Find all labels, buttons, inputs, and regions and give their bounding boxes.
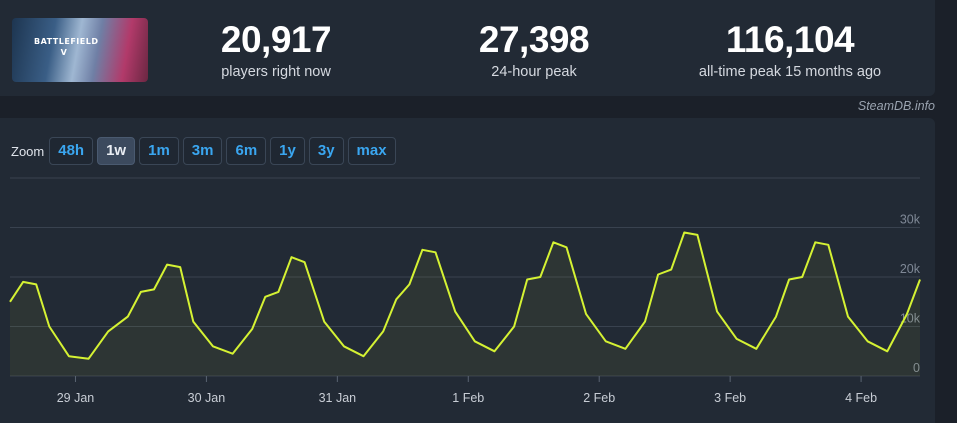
game-banner-image[interactable]: BATTLEFIELD V <box>12 18 148 82</box>
zoom-bar: Zoom 48h 1w 1m 3m 6m 1y 3y max <box>11 137 400 165</box>
all-time-peak-label: all-time peak 15 months ago <box>698 64 882 80</box>
x-tick-label: 29 Jan <box>57 391 95 405</box>
zoom-1w-button[interactable]: 1w <box>97 137 136 165</box>
all-time-peak-value: 116,104 <box>725 19 855 60</box>
y-tick-label: 30k <box>900 213 921 227</box>
y-tick-label: 20k <box>900 262 921 276</box>
player-count-chart: 0 10k 20k 30k 29 Jan 30 Jan 31 Jan 1 Feb 2 Feb 3 … <box>9 177 921 405</box>
series-area <box>10 232 920 376</box>
zoom-48h-button[interactable]: 48h <box>49 137 94 165</box>
x-tick-label: 1 Feb <box>452 391 484 405</box>
zoom-1y-button[interactable]: 1y <box>270 137 305 165</box>
x-tick-label: 2 Feb <box>583 391 615 405</box>
x-tick-label: 3 Feb <box>714 391 746 405</box>
players-now-label: players right now <box>221 64 331 80</box>
players-now-value: 20,917 <box>220 19 332 60</box>
x-tick-label: 31 Jan <box>319 391 357 405</box>
zoom-3m-button[interactable]: 3m <box>182 137 223 165</box>
peak-24h-label: 24-hour peak <box>491 64 577 80</box>
zoom-label: Zoom <box>11 143 45 159</box>
stats-panel: BATTLEFIELD V 20,917 players right now 2… <box>0 0 935 96</box>
zoom-1m-button[interactable]: 1m <box>139 137 179 165</box>
zoom-max-button[interactable]: max <box>347 137 396 165</box>
y-tick-label: 0 <box>913 361 920 375</box>
y-tick-label: 10k <box>900 312 921 326</box>
series-line <box>9 231 921 360</box>
zoom-6m-button[interactable]: 6m <box>226 137 267 165</box>
peak-24h-stat: 27,398 24-hour peak <box>454 19 614 81</box>
players-now-stat: 20,917 players right now <box>196 19 356 81</box>
steamdb-credit: SteamDB.info <box>857 99 935 113</box>
peak-24h-value: 27,398 <box>478 19 590 60</box>
all-time-peak-stat: 116,104 all-time peak 15 months ago <box>680 19 900 81</box>
banner-title: BATTLEFIELD V <box>34 37 99 57</box>
x-tick-label: 4 Feb <box>845 391 877 405</box>
chart-panel: 0 10k 20k 30k 29 Jan 30 Jan 31 Jan 1 Feb 2 Feb 3 … <box>0 118 935 423</box>
x-tick-label: 30 Jan <box>188 391 226 405</box>
zoom-3y-button[interactable]: 3y <box>308 137 344 165</box>
